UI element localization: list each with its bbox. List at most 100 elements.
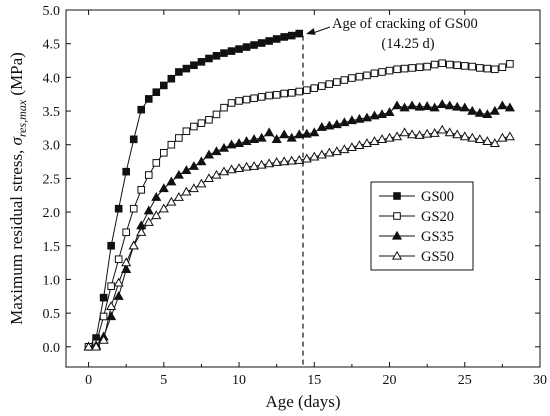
- data-point-gs20: [212, 110, 221, 119]
- plot-frame: [65, 9, 541, 368]
- data-point-gs35: [504, 102, 515, 112]
- y-tick-label: 3.5: [43, 105, 61, 120]
- data-point-gs50: [158, 203, 169, 213]
- legend-marker-gs50: [391, 250, 403, 260]
- legend-marker-gs20: [393, 212, 401, 220]
- data-point-gs20: [325, 80, 334, 88]
- data-point-gs00: [280, 33, 288, 41]
- data-point-gs35: [474, 107, 485, 117]
- data-point-gs20: [190, 122, 198, 131]
- data-point-gs20: [423, 62, 431, 71]
- data-point-gs50: [218, 166, 230, 176]
- data-point-gs35: [497, 100, 508, 110]
- data-point-gs20: [348, 74, 356, 82]
- data-point-gs00: [167, 74, 176, 83]
- data-point-gs50: [279, 156, 290, 166]
- data-point-gs20: [363, 71, 371, 80]
- data-point-gs20: [99, 312, 108, 321]
- data-point-gs50: [196, 178, 207, 188]
- data-point-gs35: [331, 119, 342, 129]
- data-point-gs50: [256, 159, 267, 169]
- data-point-gs20: [265, 91, 273, 100]
- data-point-gs35: [391, 100, 403, 110]
- data-point-gs35: [256, 132, 267, 142]
- legend-item-gs50: GS50: [379, 249, 454, 265]
- data-point-gs50: [331, 146, 342, 156]
- data-point-gs50: [233, 163, 245, 172]
- series-gs35: [83, 99, 515, 351]
- data-point-gs35: [467, 105, 478, 115]
- legend-marker-gs00: [393, 192, 401, 200]
- data-point-gs00: [287, 31, 296, 40]
- data-point-gs00: [257, 39, 266, 47]
- data-point-gs20: [144, 171, 153, 179]
- legend-marker-gs35: [391, 230, 403, 240]
- y-axis-title-symbol: σ: [7, 136, 26, 145]
- x-tick-label: 0: [85, 373, 92, 388]
- y-tick-label: 4.0: [43, 71, 61, 86]
- y-tick-label: 4.5: [43, 38, 61, 53]
- data-point-gs50: [369, 136, 380, 145]
- data-point-gs20: [378, 68, 386, 76]
- data-point-gs50: [286, 155, 297, 165]
- data-point-gs00: [107, 241, 115, 250]
- data-point-gs35: [233, 138, 245, 148]
- data-point-gs50: [226, 164, 237, 174]
- data-point-gs00: [152, 88, 161, 96]
- data-point-gs20: [491, 65, 499, 74]
- data-point-gs20: [400, 64, 409, 73]
- data-point-gs20: [287, 89, 296, 97]
- data-point-gs00: [235, 45, 243, 53]
- data-point-gs50: [489, 138, 500, 148]
- data-point-gs35: [166, 176, 177, 186]
- data-point-gs35: [151, 192, 162, 201]
- data-point-gs50: [113, 277, 124, 287]
- legend-label-gs50: GS50: [421, 249, 454, 265]
- data-point-gs00: [182, 64, 191, 73]
- data-point-gs35: [173, 169, 184, 179]
- legend-label-gs20: GS20: [421, 209, 454, 225]
- data-point-gs20: [355, 72, 364, 81]
- annotation-text-line2: (14.25 d): [381, 36, 434, 52]
- data-point-gs50: [361, 138, 373, 148]
- x-tick-label: 15: [307, 373, 321, 388]
- data-point-gs00: [129, 135, 138, 144]
- data-point-gs20: [415, 63, 424, 72]
- data-point-gs20: [318, 82, 326, 90]
- data-point-gs50: [459, 131, 470, 141]
- data-point-gs50: [339, 144, 350, 154]
- y-tick-label: 1.5: [43, 240, 61, 255]
- data-point-gs50: [376, 134, 388, 143]
- data-point-gs35: [339, 117, 350, 127]
- data-point-gs20: [295, 87, 304, 96]
- data-point-gs20: [114, 255, 123, 264]
- data-point-gs00: [220, 49, 228, 57]
- data-point-gs00: [250, 41, 258, 49]
- data-point-gs35: [437, 99, 448, 108]
- series-gs20: [84, 59, 514, 351]
- data-point-gs50: [316, 149, 327, 159]
- y-tick-label: 1.0: [43, 273, 61, 288]
- data-point-gs50: [264, 158, 275, 168]
- annotation-text-line1: Age of cracking of GS00: [332, 16, 478, 32]
- data-point-gs50: [399, 127, 410, 137]
- legend-label-gs35: GS35: [421, 229, 454, 245]
- data-point-gs20: [370, 69, 379, 78]
- data-point-gs35: [429, 102, 440, 112]
- data-point-gs20: [205, 115, 213, 124]
- data-point-gs50: [211, 169, 222, 179]
- data-point-gs35: [482, 109, 493, 119]
- data-point-gs50: [422, 128, 433, 138]
- data-point-gs20: [302, 86, 311, 94]
- data-point-gs35: [452, 101, 463, 111]
- data-point-gs50: [83, 341, 94, 351]
- data-point-gs35: [226, 139, 237, 149]
- legend-item-gs20: GS20: [379, 209, 454, 225]
- data-point-gs00: [242, 43, 251, 51]
- y-tick-label: 5.0: [43, 4, 61, 19]
- data-point-gs50: [414, 130, 425, 139]
- x-tick-label: 20: [383, 373, 397, 388]
- data-point-gs20: [107, 282, 115, 290]
- data-point-gs00: [227, 47, 236, 55]
- data-point-gs35: [444, 100, 455, 110]
